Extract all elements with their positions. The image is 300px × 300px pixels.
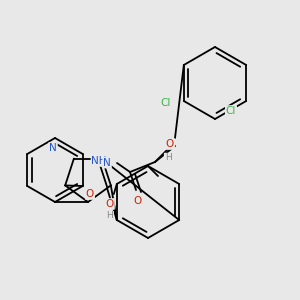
Text: Cl: Cl [226,106,236,116]
Text: O: O [106,199,114,209]
Text: O: O [166,139,174,149]
Text: H: H [165,154,171,163]
Text: N: N [103,158,111,168]
Text: O: O [134,196,142,206]
Text: O: O [86,189,94,199]
Text: Cl: Cl [160,98,171,108]
Text: N: N [49,143,57,153]
Text: NH: NH [92,156,107,166]
Text: H: H [106,212,113,220]
